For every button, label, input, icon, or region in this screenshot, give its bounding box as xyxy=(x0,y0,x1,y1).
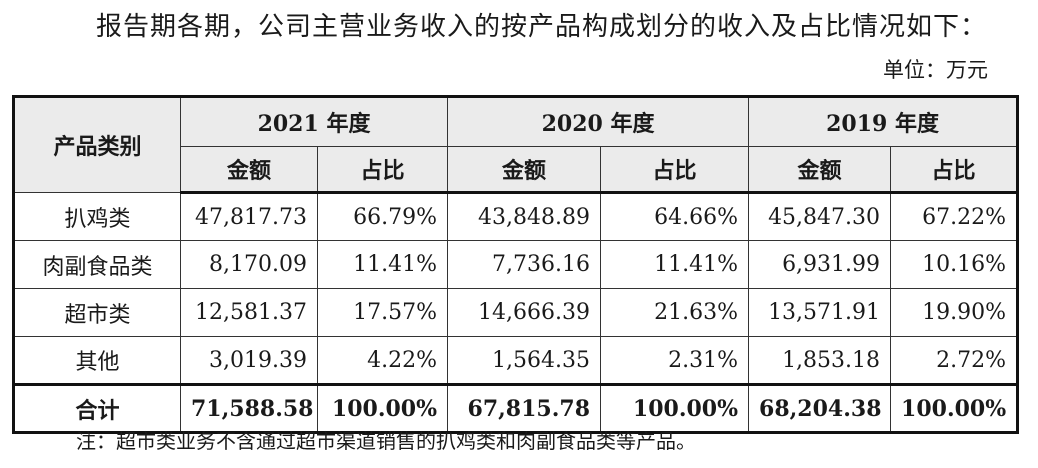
amount-header: 金额 xyxy=(748,146,892,194)
amount-cell: 45,847.30 xyxy=(748,192,892,241)
footnote: 注：超市类业务不含通过超市渠道销售的扒鸡类和肉副食品类等产品。 xyxy=(76,429,696,453)
amount-cell: 13,571.91 xyxy=(748,288,892,337)
ratio-cell: 64.66% xyxy=(600,192,750,241)
unit-label: 单位：万元 xyxy=(883,58,988,82)
amount-cell: 43,848.89 xyxy=(447,192,602,241)
ratio-header: 占比 xyxy=(600,146,750,194)
amount-cell: 47,817.73 xyxy=(180,192,318,241)
total-ratio-cell: 100.00% xyxy=(316,383,449,433)
ratio-cell: 66.79% xyxy=(316,192,449,241)
total-label: 合计 xyxy=(13,383,181,433)
total-ratio-cell: 100.00% xyxy=(890,383,1019,433)
ratio-cell: 2.72% xyxy=(890,336,1019,385)
amount-cell: 12,581.37 xyxy=(180,288,318,337)
year-header-2020: 2020 年度 xyxy=(447,96,750,147)
year-header-2019: 2019 年度 xyxy=(748,96,1019,147)
header-row-metrics: 金额 占比 金额 占比 金额 占比 xyxy=(14,146,1019,194)
ratio-cell: 11.41% xyxy=(600,240,750,289)
category-header: 产品类别 xyxy=(13,96,181,193)
total-amount-cell: 67,815.78 xyxy=(447,383,602,433)
total-row: 合计 71,588.58 100.00% 67,815.78 100.00% 6… xyxy=(13,383,1019,433)
amount-header: 金额 xyxy=(180,146,318,194)
amount-header: 金额 xyxy=(447,146,602,194)
table-row: 超市类 12,581.37 17.57% 14,666.39 21.63% 13… xyxy=(13,288,1019,337)
ratio-header: 占比 xyxy=(316,146,449,194)
ratio-cell: 11.41% xyxy=(316,240,449,289)
intro-paragraph: 报告期各期，公司主营业务收入的按产品构成划分的收入及占比情况如下： xyxy=(96,12,988,42)
ratio-cell: 19.90% xyxy=(890,288,1019,337)
amount-cell: 1,564.35 xyxy=(447,336,602,385)
ratio-cell: 17.57% xyxy=(316,288,449,337)
category-cell: 肉副食品类 xyxy=(13,240,181,289)
amount-cell: 3,019.39 xyxy=(180,336,318,385)
total-amount-cell: 71,588.58 xyxy=(180,383,318,433)
table-row: 肉副食品类 8,170.09 11.41% 7,736.16 11.41% 6,… xyxy=(13,240,1019,289)
amount-cell: 14,666.39 xyxy=(447,288,602,337)
year-header-2021: 2021 年度 xyxy=(179,96,449,147)
amount-cell: 1,853.18 xyxy=(748,336,892,385)
table-row: 扒鸡类 47,817.73 66.79% 43,848.89 64.66% 45… xyxy=(13,192,1019,241)
category-cell: 其他 xyxy=(13,336,181,385)
ratio-cell: 67.22% xyxy=(890,192,1019,241)
ratio-cell: 2.31% xyxy=(600,336,750,385)
header-row-years: 产品类别 2021 年度 2020 年度 2019 年度 xyxy=(13,96,1019,193)
amount-cell: 6,931.99 xyxy=(748,240,892,289)
category-cell: 超市类 xyxy=(13,288,181,337)
ratio-header: 占比 xyxy=(890,146,1019,194)
amount-cell: 7,736.16 xyxy=(447,240,602,289)
ratio-cell: 10.16% xyxy=(890,240,1019,289)
ratio-cell: 4.22% xyxy=(316,336,449,385)
category-cell: 扒鸡类 xyxy=(13,192,181,241)
total-ratio-cell: 100.00% xyxy=(600,383,750,433)
total-amount-cell: 68,204.38 xyxy=(748,383,892,433)
table-row: 其他 3,019.39 4.22% 1,564.35 2.31% 1,853.1… xyxy=(13,336,1019,385)
amount-cell: 8,170.09 xyxy=(180,240,318,289)
revenue-breakdown-table: 产品类别 2021 年度 2020 年度 2019 年度 金额 占比 金额 占比… xyxy=(12,95,1020,434)
ratio-cell: 21.63% xyxy=(600,288,750,337)
